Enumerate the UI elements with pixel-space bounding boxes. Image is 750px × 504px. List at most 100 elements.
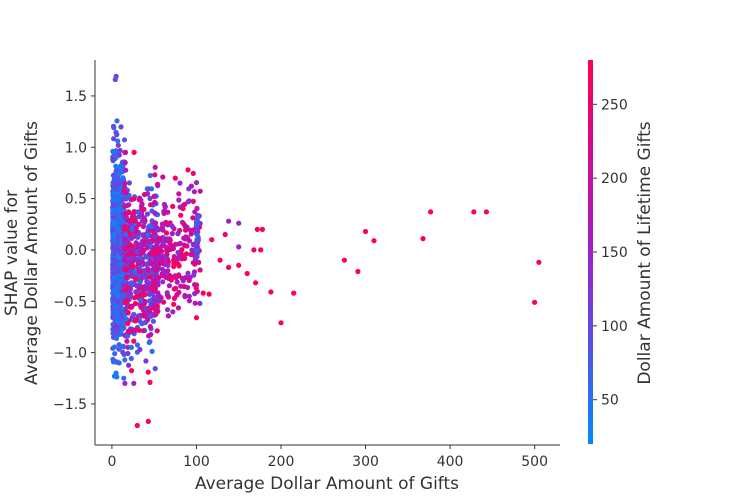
data-point [124,202,130,208]
data-point [471,209,477,215]
data-point [110,183,116,189]
data-point [127,231,133,237]
data-point [194,288,200,294]
data-point [268,289,274,295]
data-point [136,221,142,227]
data-point [128,355,134,362]
data-point [131,149,137,155]
data-point [183,251,189,257]
data-point [122,246,128,252]
data-point [133,289,139,295]
data-point [177,240,183,246]
data-point [129,256,135,262]
data-point [145,227,151,233]
data-point [155,279,161,285]
data-point [125,333,131,339]
data-point [110,295,116,301]
x-tick-label: 500 [521,454,548,470]
data-point [182,227,189,233]
data-point [146,333,152,339]
data-point [532,299,538,305]
x-tick-label: 0 [107,454,116,470]
data-point [160,174,166,180]
data-point [194,218,200,224]
data-point [118,300,124,306]
data-point [137,346,143,353]
data-point [144,211,151,217]
data-point [120,344,126,350]
data-point [157,294,163,300]
data-point [138,292,144,298]
data-point [226,218,232,224]
data-point [194,251,200,257]
data-point [122,357,128,363]
data-point [155,181,161,187]
data-point [175,231,181,237]
data-point [151,193,157,199]
data-point [145,232,151,238]
data-point [173,285,179,291]
data-point [110,356,116,362]
data-point [120,176,126,182]
data-point [131,196,137,202]
data-point [118,296,124,302]
data-point [111,274,117,281]
data-point [148,202,154,208]
y-ticks: −1.5 −1.0 −0.5 0.0 0.5 1.0 1.5 [53,89,95,413]
data-point [129,368,135,374]
data-point [197,267,203,273]
data-point [355,268,361,275]
data-point [163,269,169,275]
data-point [165,313,171,319]
data-point [147,195,153,202]
data-point [136,269,142,275]
data-point [125,321,131,327]
data-point [126,180,132,186]
data-point [193,180,200,186]
data-point [180,206,186,212]
data-point [171,295,177,301]
data-point [185,270,191,276]
data-point [176,197,182,203]
data-point [145,266,151,272]
data-point [186,277,192,284]
data-point [165,294,172,300]
data-point [116,280,122,286]
data-point [122,181,128,187]
data-point [186,293,192,299]
data-point [124,274,130,280]
data-point [134,327,140,333]
data-point [145,282,151,288]
data-point [111,232,117,238]
data-point [112,351,118,357]
data-point [161,201,167,208]
data-point [111,136,117,142]
colorbar-label: Dollar Amount of Lifetime Gifts [635,121,655,384]
x-tick-label: 400 [437,454,464,470]
data-point [151,250,158,256]
data-point [194,243,200,249]
colorbar-tick-label: 50 [601,393,619,409]
data-point [139,206,145,212]
data-point [110,221,116,227]
data-point [112,258,118,264]
data-point [138,304,144,310]
data-point [177,180,183,186]
data-point [123,231,129,237]
data-point [142,274,148,280]
data-point [112,76,118,83]
data-point [278,320,284,326]
data-point [111,242,117,248]
data-point [149,348,155,354]
data-point [200,290,206,296]
data-point [114,359,120,365]
data-point [254,226,260,232]
data-point [140,328,146,334]
data-point [116,207,122,213]
data-point [110,315,116,321]
data-point [175,305,181,311]
data-point [191,272,197,278]
data-point [126,218,132,224]
data-point [147,274,153,280]
data-point [135,209,141,215]
